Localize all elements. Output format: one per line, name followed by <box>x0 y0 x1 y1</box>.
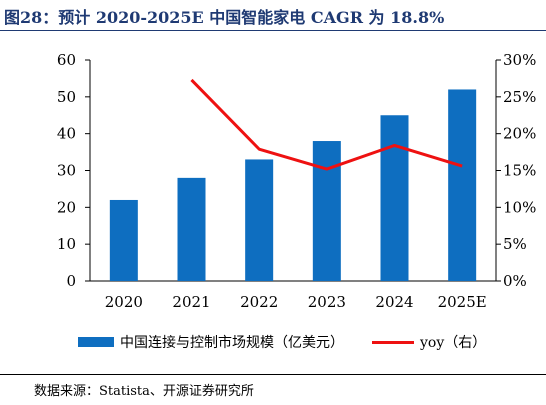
right-tick-label: 30% <box>503 51 536 69</box>
right-tick-label: 5% <box>503 235 527 253</box>
left-tick-label: 20 <box>57 198 76 216</box>
x-tick-label: 2024 <box>375 293 413 311</box>
legend-line-label: yoy（右） <box>420 335 487 351</box>
legend-bar-label: 中国连接与控制市场规模（亿美元） <box>120 335 344 351</box>
yoy-line <box>190 78 463 171</box>
bar <box>312 141 341 281</box>
x-tick-label: 2025E <box>438 293 487 311</box>
right-tick-label: 0% <box>503 272 527 290</box>
bar <box>109 199 138 281</box>
right-tick-label: 10% <box>503 198 536 216</box>
x-tick-label: 2020 <box>105 293 143 311</box>
x-tick-label: 2021 <box>172 293 210 311</box>
chart-legend: 中国连接与控制市场规模（亿美元） yoy（右） <box>78 332 486 352</box>
bar <box>380 115 409 281</box>
right-tick-label: 20% <box>503 125 536 143</box>
left-tick-label: 40 <box>57 125 76 143</box>
right-tick-label: 15% <box>503 162 536 180</box>
left-tick-label: 60 <box>57 51 76 69</box>
left-tick-label: 30 <box>57 162 76 180</box>
right-tick-label: 25% <box>503 88 536 106</box>
source-divider <box>0 374 546 375</box>
source-note: 数据来源：Statista、开源证券研究所 <box>34 384 254 399</box>
x-tick-label: 2022 <box>240 293 278 311</box>
figure-title: 图28：预计 2020-2025E 中国智能家电 CAGR 为 18.8% <box>4 8 445 27</box>
legend-bar-swatch <box>78 337 114 347</box>
bar <box>177 177 206 281</box>
x-tick-label: 2023 <box>308 293 346 311</box>
legend-line-swatch <box>372 340 414 344</box>
bar <box>448 89 477 281</box>
title-divider <box>0 30 546 31</box>
bar <box>245 159 274 281</box>
left-tick-label: 10 <box>57 235 76 253</box>
left-tick-label: 50 <box>57 88 76 106</box>
left-tick-label: 0 <box>66 272 76 290</box>
combo-chart: 0 10 20 30 40 50 60 0% 5% 10% 15% 20% 25% 30% 2020 2021… <box>57 51 536 311</box>
